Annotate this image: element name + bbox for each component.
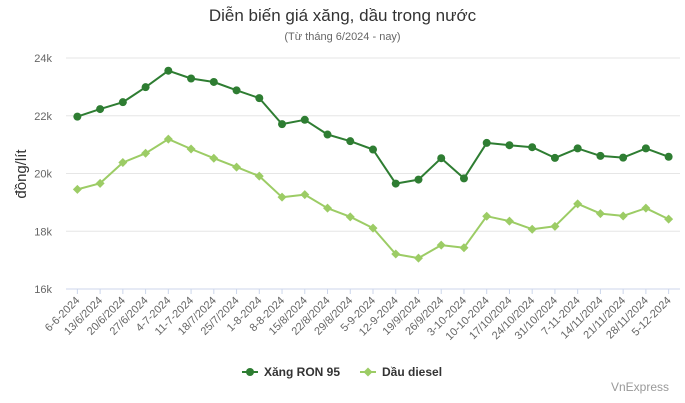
data-point[interactable] [664,214,674,224]
data-point[interactable] [369,145,377,154]
data-point[interactable] [323,203,333,213]
chart-subtitle: (Từ tháng 6/2024 - nay) [284,31,401,43]
data-point[interactable] [413,253,423,263]
legend-label: Dầu diesel [382,365,442,379]
data-point[interactable] [595,209,605,219]
y-tick-label: 16k [34,284,52,296]
data-point[interactable] [300,190,310,200]
y-tick-label: 20k [34,169,52,181]
data-point[interactable] [96,105,105,114]
data-point[interactable] [141,83,150,92]
y-axis-ticks: 16k 18k 20k 22k 24k [34,53,52,296]
legend-item[interactable]: Dầu diesel [360,365,442,379]
data-point[interactable] [186,144,196,154]
y-tick-label: 22k [34,111,52,123]
data-point[interactable] [345,212,355,222]
legend-item[interactable]: Xăng RON 95 [242,365,340,379]
data-point[interactable] [277,192,287,202]
data-point[interactable] [641,203,651,213]
legend[interactable]: Xăng RON 95 Dầu diesel [242,365,442,379]
data-point[interactable] [118,158,128,168]
data-point[interactable] [504,216,514,226]
data-point[interactable] [436,240,446,250]
data-point[interactable] [482,138,491,147]
data-point[interactable] [459,243,469,253]
data-point[interactable] [163,134,173,144]
data-point[interactable] [278,120,287,129]
data-point[interactable] [95,178,105,188]
data-point[interactable] [255,94,264,103]
data-point[interactable] [528,143,537,152]
x-axis-ticks: 6-6-202413/6/202420/6/202427/6/20244-7-2… [43,288,680,343]
series [73,66,673,188]
data-point[interactable] [300,115,309,124]
data-point[interactable] [141,148,151,158]
data-point[interactable] [164,66,173,75]
data-point[interactable] [550,221,560,231]
y-tick-label: 24k [34,53,52,65]
data-point[interactable] [550,153,559,162]
data-point[interactable] [437,154,446,163]
series-line [77,69,669,185]
data-point[interactable] [482,211,492,221]
data-point[interactable] [73,112,82,121]
source-credit: VnExpress [610,380,669,394]
y-tick-label: 18k [34,226,52,238]
data-point[interactable] [596,151,605,160]
chart-title: Diễn biến giá xăng, dầu trong nước [208,6,477,25]
data-point[interactable] [573,199,583,209]
legend-marker [246,368,254,376]
data-point[interactable] [618,211,628,221]
data-point[interactable] [505,141,514,150]
data-point[interactable] [323,130,332,139]
data-point[interactable] [209,153,219,163]
data-point[interactable] [232,162,242,172]
data-point[interactable] [118,98,127,107]
data-point[interactable] [527,224,537,234]
series [72,134,674,263]
data-point[interactable] [232,86,241,95]
data-point[interactable] [346,137,355,146]
data-point[interactable] [254,171,264,181]
legend-label: Xăng RON 95 [264,365,340,379]
data-point[interactable] [573,144,582,153]
data-point[interactable] [187,74,196,83]
series-line [77,138,670,260]
data-point[interactable] [368,223,378,233]
data-point[interactable] [664,152,673,161]
data-point[interactable] [391,179,400,188]
data-point[interactable] [209,77,218,86]
data-point[interactable] [72,184,82,194]
data-point[interactable] [619,153,628,162]
legend-marker [363,367,373,377]
data-point[interactable] [641,144,650,153]
data-point[interactable] [391,249,401,259]
y-axis-label: đồng/lít [13,149,30,199]
grid-lines [66,57,680,290]
data-point[interactable] [414,175,423,184]
series-plot [72,66,674,263]
data-point[interactable] [459,174,468,183]
